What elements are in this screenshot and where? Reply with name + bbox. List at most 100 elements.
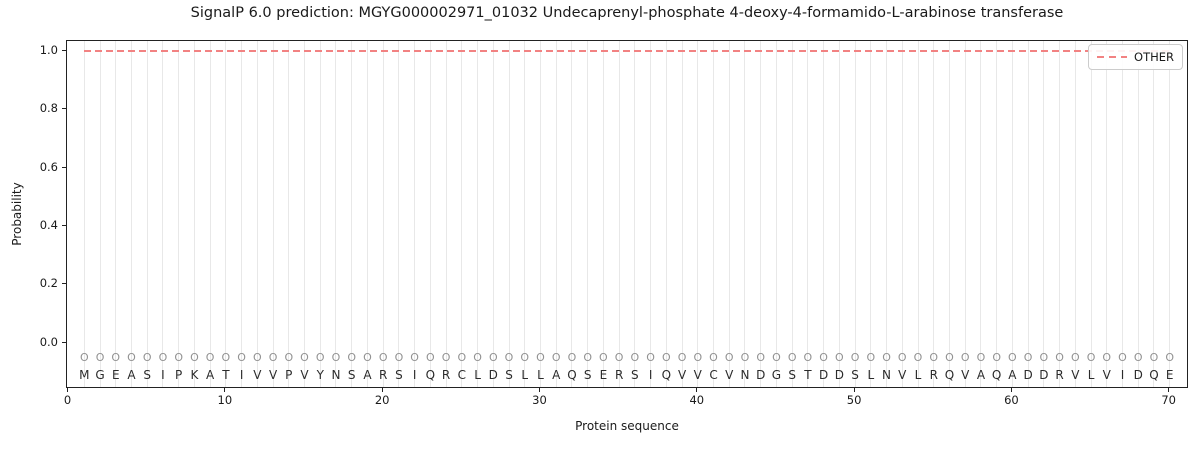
position-marker: O [252, 351, 262, 365]
position-marker: O [300, 351, 309, 365]
position-marker: O [174, 351, 184, 365]
sequence-letter: A [206, 368, 215, 383]
legend-label: OTHER [1134, 50, 1174, 64]
gridline [351, 41, 353, 387]
sequence-letter: L [521, 368, 529, 383]
gridline [1137, 41, 1139, 387]
position-marker: O [819, 351, 828, 365]
sequence-letter: I [648, 368, 653, 383]
sequence-letter: K [190, 368, 199, 383]
position-marker: O [520, 351, 530, 365]
y-tick-label: 0.2 [39, 276, 58, 291]
sequence-letter: N [740, 368, 750, 383]
sequence-letter: N [882, 368, 892, 383]
gridline [1090, 41, 1092, 387]
gridline [288, 41, 290, 387]
position-marker: O [960, 351, 970, 365]
gridline [1106, 41, 1108, 387]
position-marker: O [457, 351, 467, 365]
position-marker: O [929, 351, 939, 365]
position-marker: O [661, 351, 671, 365]
position-marker: O [835, 351, 844, 365]
gridline [744, 41, 746, 387]
sequence-letter: S [851, 368, 859, 383]
gridline [933, 41, 935, 387]
position-marker: O [599, 351, 608, 365]
gridline [996, 41, 998, 387]
y-tick-label: 0.8 [39, 101, 58, 116]
position-marker: O [1055, 351, 1064, 365]
sequence-letter: S [395, 368, 403, 383]
position-marker: O [630, 351, 640, 365]
sequence-letter: A [552, 368, 561, 383]
position-marker: O [1023, 351, 1033, 365]
y-tick-mark [62, 108, 66, 110]
sequence-letter: I [1120, 368, 1125, 383]
position-marker: O [1149, 351, 1159, 365]
position-marker: O [315, 351, 325, 365]
sequence-letter: Q [567, 368, 577, 383]
x-tick-label: 60 [1004, 393, 1019, 407]
x-tick-mark [381, 388, 383, 392]
y-tick-mark [62, 341, 66, 343]
gridline [146, 41, 148, 387]
y-tick-label: 0.0 [39, 334, 58, 349]
sequence-letter: Y [316, 368, 324, 383]
sequence-letter: A [1008, 368, 1017, 383]
sequence-letter: D [1023, 368, 1033, 383]
sequence-letter: S [347, 368, 356, 383]
gridline [807, 41, 809, 387]
position-marker: O [551, 351, 561, 365]
gridline [948, 41, 950, 387]
gridline [508, 41, 510, 387]
sequence-letter: D [1039, 368, 1049, 383]
gridline [319, 41, 321, 387]
gridline [225, 41, 227, 387]
gridline [791, 41, 793, 387]
sequence-letter: T [804, 368, 812, 383]
x-tick-label: 40 [689, 393, 705, 407]
gridline [130, 41, 132, 387]
position-marker: O [945, 351, 954, 365]
gridline [366, 41, 368, 387]
position-marker: O [473, 351, 482, 365]
gridline [1059, 41, 1061, 387]
y-tick-mark [62, 224, 66, 226]
sequence-letter: L [914, 368, 922, 383]
sequence-letter: V [677, 368, 687, 383]
gridline [1169, 41, 1171, 387]
position-marker: O [1086, 351, 1096, 365]
sequence-letter: V [725, 368, 734, 383]
sequence-letter: S [788, 368, 796, 383]
y-tick-mark [62, 166, 66, 168]
gridline [555, 41, 557, 387]
position-marker: O [363, 351, 372, 365]
gridline [964, 41, 966, 387]
x-tick-label: 0 [63, 393, 72, 407]
sequence-letter: V [300, 368, 309, 383]
position-marker: O [504, 351, 514, 365]
x-tick-label: 70 [1161, 393, 1176, 407]
sequence-letter: T [222, 368, 230, 383]
position-marker: O [693, 351, 703, 365]
gridline [335, 41, 337, 387]
position-marker: O [95, 351, 105, 365]
sequence-letter: N [331, 368, 341, 383]
gridline [823, 41, 825, 387]
position-marker: O [1102, 351, 1112, 365]
x-tick-label: 30 [532, 393, 547, 407]
gridline [697, 41, 699, 387]
position-marker: O [190, 351, 199, 365]
position-marker: O [536, 351, 545, 365]
sequence-letter: P [285, 368, 293, 383]
sequence-letter: P [175, 368, 183, 383]
gridline [713, 41, 715, 387]
sequence-letter: V [253, 368, 262, 383]
gridline [886, 41, 888, 387]
sequence-letter: Q [1149, 368, 1159, 383]
sequence-letter: L [867, 368, 875, 383]
gridline [193, 41, 195, 387]
sequence-letter: M [79, 368, 90, 383]
x-tick-mark [67, 388, 69, 392]
